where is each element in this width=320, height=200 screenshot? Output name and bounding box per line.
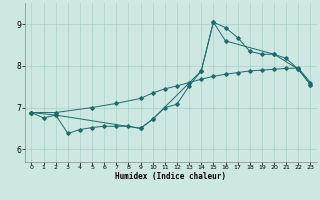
X-axis label: Humidex (Indice chaleur): Humidex (Indice chaleur) <box>116 172 227 181</box>
